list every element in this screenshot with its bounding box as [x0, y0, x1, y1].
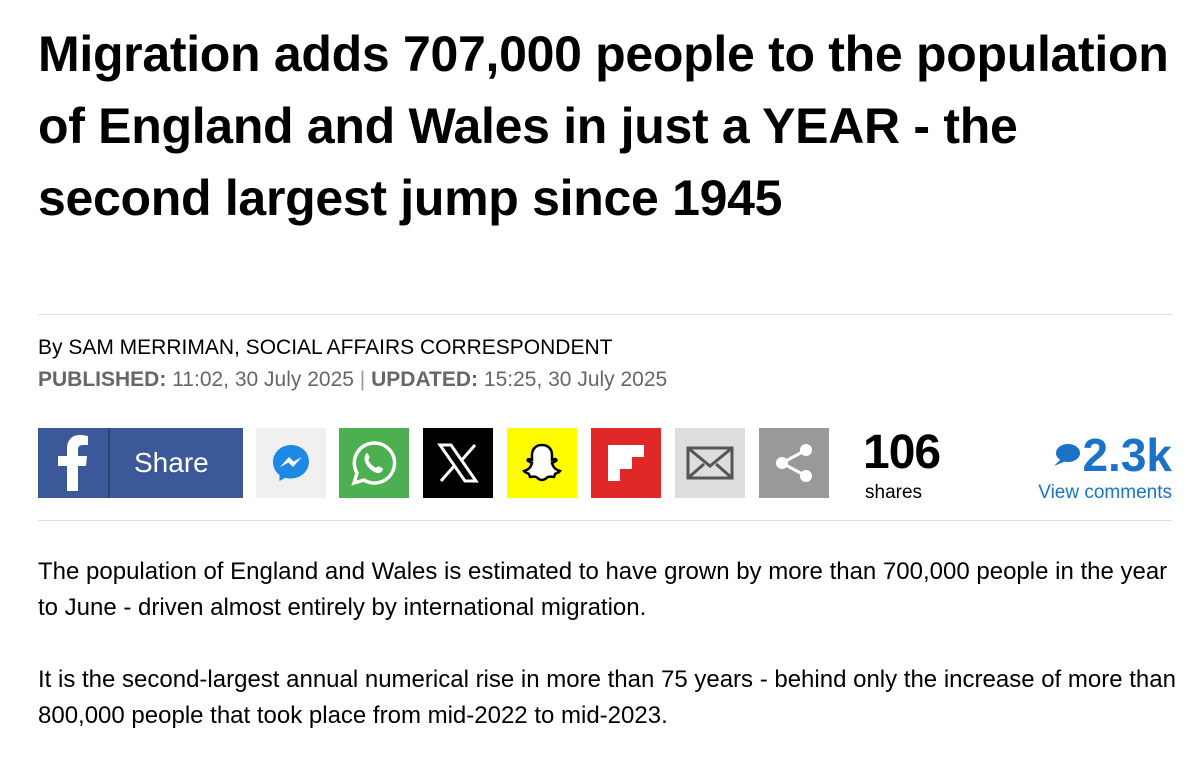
x-share[interactable] — [423, 428, 493, 498]
byline[interactable]: By SAM MERRIMAN, SOCIAL AFFAIRS CORRESPO… — [38, 336, 613, 359]
snapchat-icon — [522, 443, 562, 482]
published-label: PUBLISHED: — [38, 368, 167, 391]
updated-time: 15:25, 30 July 2025 — [483, 368, 668, 391]
shares-count: 106 — [863, 426, 941, 479]
whatsapp-icon — [351, 441, 397, 486]
headline: Migration adds 707,000 people to the pop… — [38, 26, 1169, 226]
facebook-share[interactable]: Share — [38, 428, 243, 498]
published-time: 11:02, 30 July 2025 — [172, 368, 354, 391]
shares-label: shares — [865, 482, 923, 503]
more-share[interactable] — [759, 428, 829, 498]
updated-label: UPDATED: — [371, 368, 479, 391]
comments-link[interactable]: View comments — [1038, 482, 1172, 503]
comments-number: 2.3k — [1082, 429, 1172, 481]
divider — [38, 314, 1172, 315]
comments-count[interactable]: 2.3k — [1052, 430, 1172, 480]
x-icon — [437, 443, 479, 483]
flipboard-icon — [608, 445, 644, 481]
email-icon — [686, 446, 734, 480]
comment-icon — [1054, 444, 1081, 466]
snapchat-share[interactable] — [507, 428, 577, 498]
email-share[interactable] — [675, 428, 745, 498]
divider — [38, 520, 1172, 521]
flipboard-share[interactable] — [591, 428, 661, 498]
separator: | — [359, 368, 366, 391]
share-label: Share — [134, 447, 209, 478]
whatsapp-share[interactable] — [339, 428, 409, 498]
facebook-icon — [58, 435, 88, 491]
dates: PUBLISHED: 11:02, 30 July 2025 | UPDATED… — [38, 368, 667, 392]
messenger-icon — [273, 445, 309, 481]
paragraph: The population of England and Wales is e… — [38, 558, 1168, 621]
share-icon — [776, 444, 812, 482]
messenger-share[interactable] — [256, 428, 326, 498]
paragraph: It is the second-largest annual numerica… — [38, 666, 1176, 729]
